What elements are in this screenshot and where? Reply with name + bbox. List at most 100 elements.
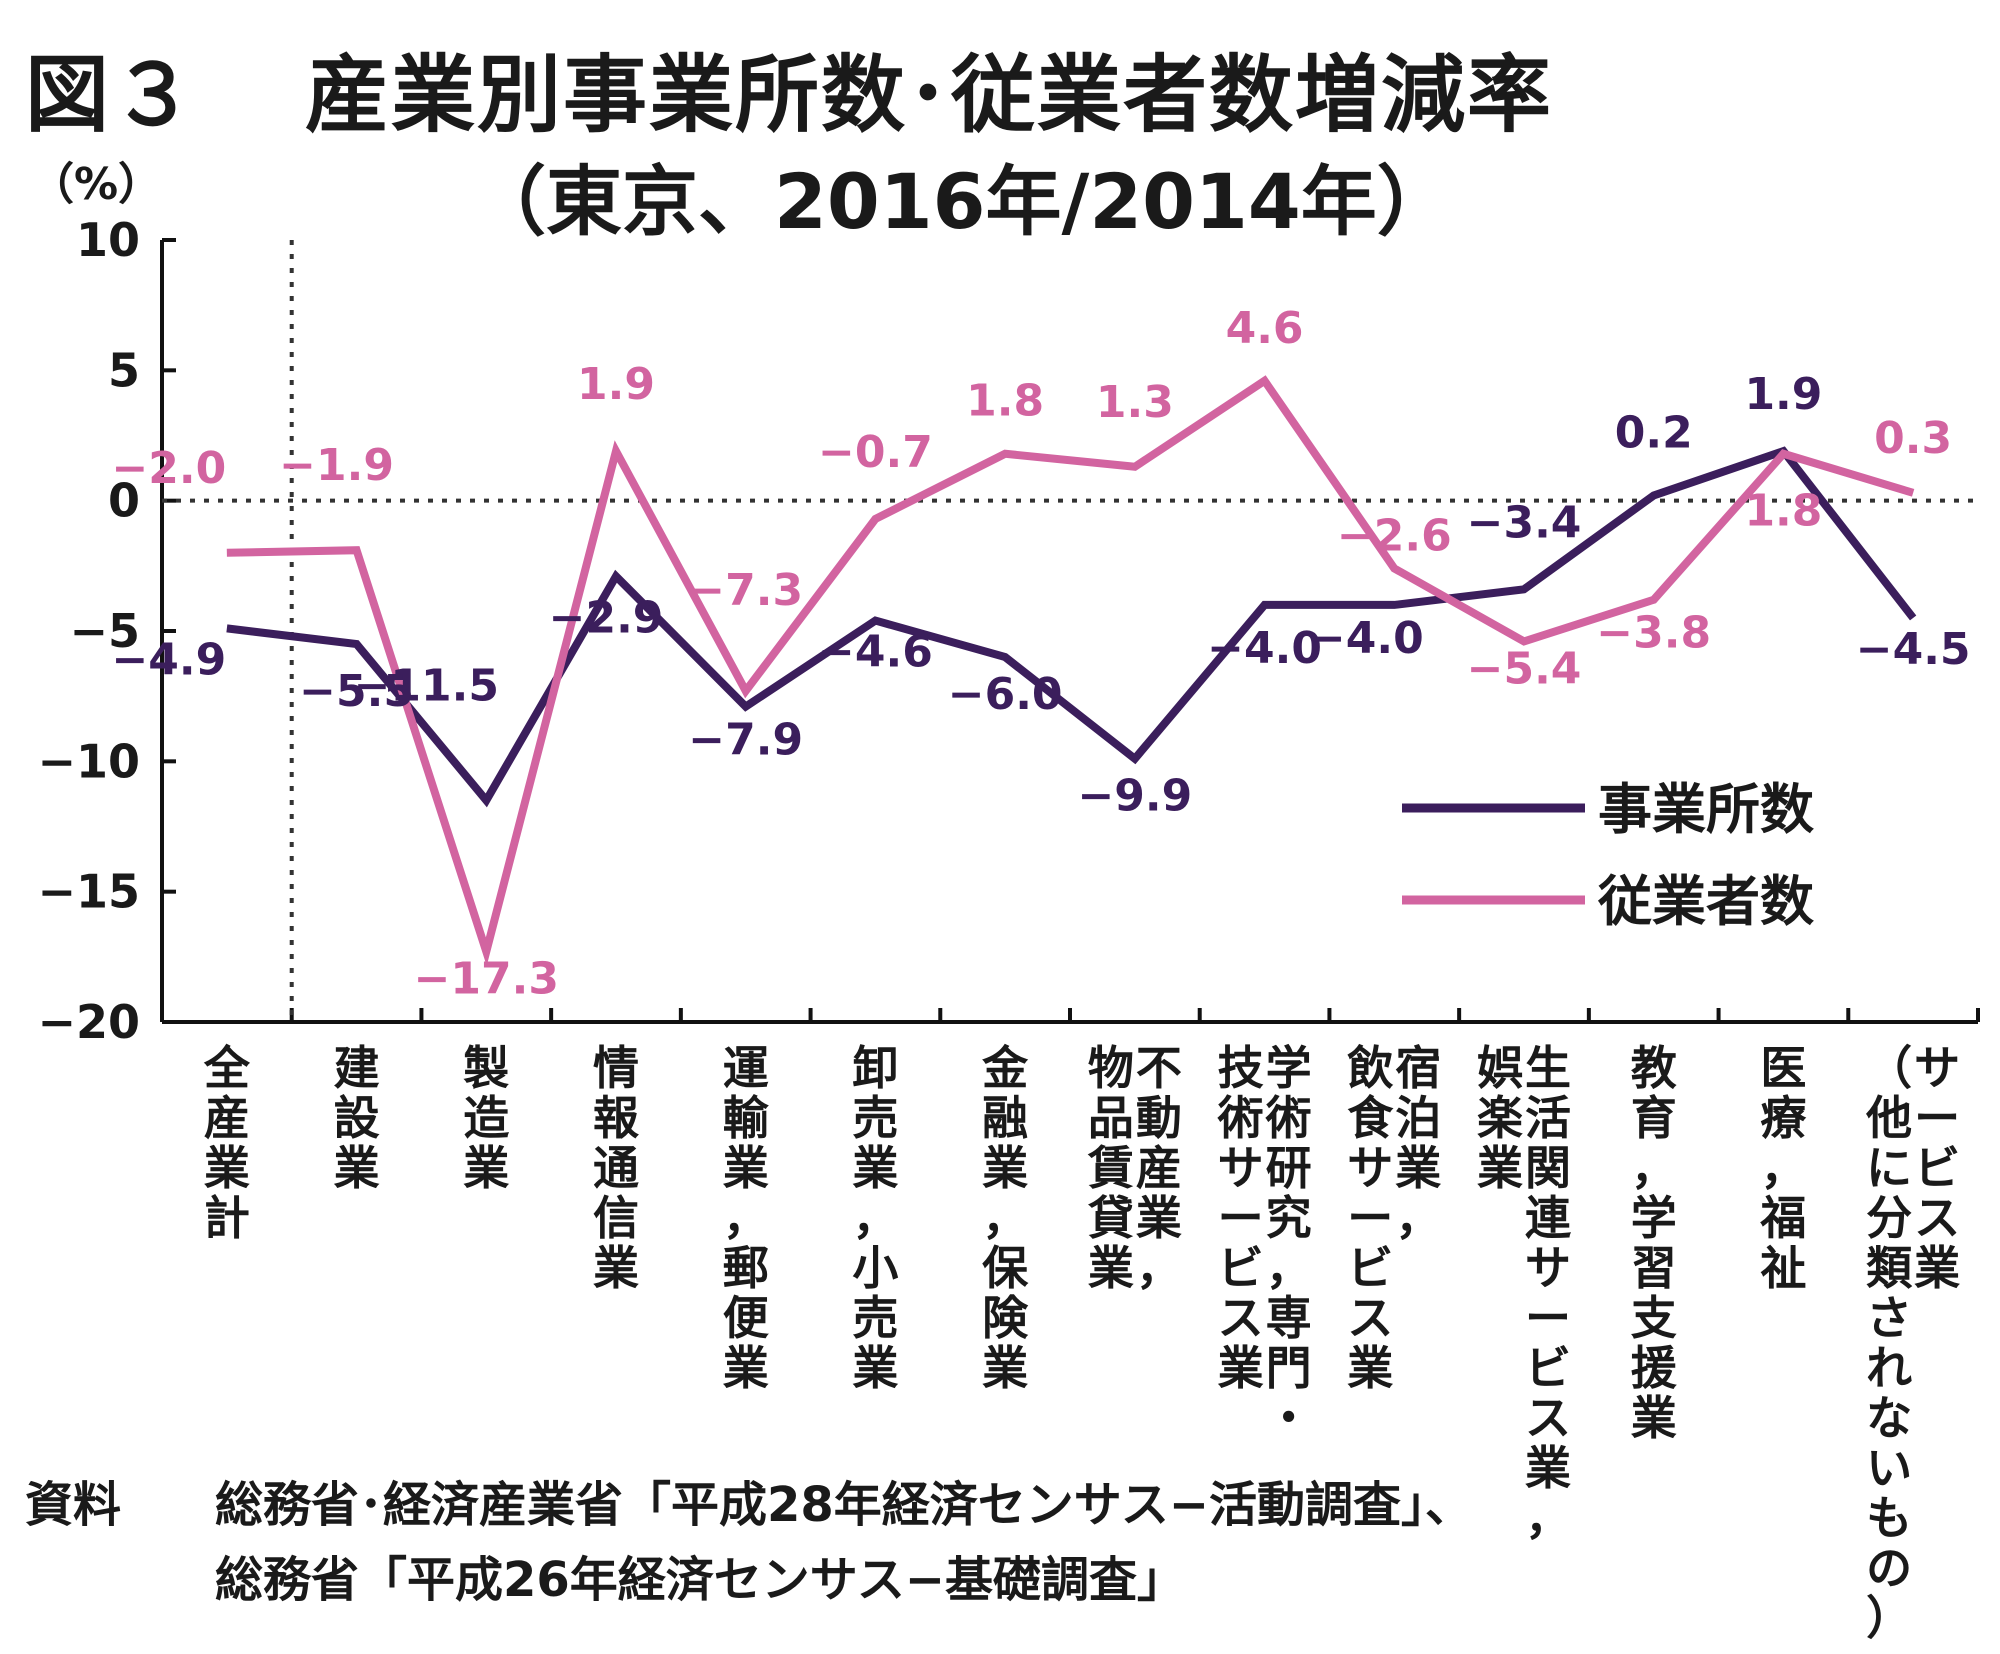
data-label: 1.8 — [1744, 486, 1822, 537]
data-label: −17.3 — [414, 954, 559, 1005]
x-category-char: ， — [1395, 1191, 1441, 1245]
x-category-char: ， — [982, 1191, 1028, 1245]
x-category-char: 売 — [852, 1091, 898, 1145]
x-category-char: 業 — [1088, 1241, 1134, 1295]
x-category-char: ス — [1914, 1191, 1960, 1245]
data-label: −3.4 — [1467, 497, 1582, 548]
data-label: −4.5 — [1856, 624, 1971, 675]
x-category-char: 貸 — [1088, 1191, 1134, 1245]
x-category-char: 業 — [1136, 1191, 1182, 1245]
x-category-char: に — [1866, 1141, 1912, 1195]
data-label: −9.9 — [1077, 771, 1192, 822]
x-category-char: 業 — [1631, 1391, 1677, 1445]
y-tick-label: 10 — [76, 213, 140, 267]
source-line-2: 総務省「平成26年経済センサス−基礎調査」 — [25, 1540, 1185, 1610]
y-axis-unit: （%） — [30, 159, 163, 210]
x-category-char: 業 — [1525, 1441, 1571, 1495]
x-category-char: い — [1866, 1441, 1912, 1495]
x-category-char: 飲 — [1347, 1041, 1394, 1095]
x-category-char: 造 — [463, 1091, 509, 1145]
x-category-char: 楽 — [1477, 1091, 1523, 1145]
x-category-char: 食 — [1347, 1091, 1394, 1145]
x-category-char: ー — [1347, 1191, 1393, 1245]
data-label: −7.3 — [688, 565, 803, 616]
x-category-char: 連 — [1525, 1191, 1572, 1245]
x-category-char: ， — [1136, 1241, 1182, 1295]
x-category-char: ス — [1525, 1391, 1571, 1445]
x-category-char: 製 — [463, 1041, 509, 1095]
x-category-char: 全 — [203, 1041, 251, 1095]
x-category-char: ビ — [1525, 1341, 1571, 1395]
x-category-char: 金 — [981, 1041, 1029, 1095]
y-tick-label: 5 — [108, 343, 140, 397]
x-category-char: 研 — [1266, 1141, 1312, 1195]
x-category-char: 類 — [1866, 1241, 1913, 1295]
x-category-char: サ — [1347, 1141, 1393, 1195]
source-text-1: 総務省･経済産業省「平成28年経済センサス−活動調査」、 — [215, 1477, 1474, 1533]
x-category-char: 究 — [1266, 1191, 1312, 1245]
x-category-char: 関 — [1525, 1141, 1571, 1195]
x-category-char: ー — [1525, 1291, 1571, 1345]
x-category-char: 卸 — [852, 1041, 898, 1095]
x-category-char: 業 — [982, 1141, 1028, 1195]
legend-label-1: 事業所数 — [1598, 778, 1814, 841]
x-category-char: 習 — [1631, 1241, 1677, 1295]
data-label: −3.8 — [1596, 608, 1711, 659]
x-category-char: 業 — [334, 1141, 380, 1195]
data-label: −2.6 — [1337, 510, 1452, 561]
x-category-char: 援 — [1631, 1341, 1678, 1395]
x-category-char: 学 — [1631, 1191, 1677, 1245]
x-category-char: 支 — [1631, 1291, 1677, 1345]
x-category-char: 動 — [1136, 1091, 1182, 1145]
data-label: −11.5 — [354, 660, 499, 711]
x-category-char: 業 — [1395, 1141, 1441, 1195]
x-category-char: 売 — [852, 1291, 898, 1345]
x-category-char: 業 — [852, 1141, 898, 1195]
x-category-char: 業 — [723, 1341, 769, 1395]
x-category-char: 業 — [593, 1241, 639, 1295]
x-category-char: 業 — [1477, 1141, 1523, 1195]
x-category-char: 報 — [593, 1091, 639, 1145]
data-label: 4.6 — [1226, 303, 1304, 354]
x-category-char: ビ — [1347, 1241, 1393, 1295]
x-category-char: 宿 — [1395, 1041, 1441, 1095]
x-category-char: ー — [1218, 1191, 1264, 1245]
x-category-char: 分 — [1866, 1191, 1912, 1245]
x-category-char: 泊 — [1395, 1091, 1441, 1145]
data-label: −5.4 — [1467, 643, 1582, 694]
x-category-char: 建 — [334, 1041, 380, 1095]
x-category-char: 祉 — [1760, 1241, 1806, 1295]
series-line-2 — [226, 375, 1915, 966]
data-label: −4.9 — [111, 634, 226, 685]
data-label: −2.9 — [549, 592, 664, 643]
data-label: 1.9 — [1744, 369, 1822, 420]
data-label: −6.0 — [948, 669, 1063, 720]
x-category-char: 保 — [982, 1241, 1029, 1295]
x-category-char: 療 — [1760, 1091, 1806, 1145]
x-category-char: サ — [1525, 1241, 1571, 1295]
x-category-char: 活 — [1525, 1091, 1571, 1145]
x-category-char: ・ — [1266, 1391, 1312, 1445]
x-category-char: ， — [1525, 1491, 1571, 1545]
x-category-char: れ — [1866, 1341, 1912, 1395]
x-category-char: ， — [1266, 1241, 1312, 1295]
x-category-char: 術 — [1265, 1091, 1312, 1145]
x-category-char: 計 — [204, 1191, 250, 1245]
y-tick-label: −10 — [37, 734, 140, 788]
x-category-char: 不 — [1136, 1041, 1182, 1095]
x-category-char: 情 — [593, 1041, 639, 1095]
data-label: 0.2 — [1615, 407, 1693, 458]
x-category-char: サ — [1218, 1141, 1264, 1195]
x-category-char: 専 — [1266, 1291, 1312, 1345]
x-category-char: 信 — [593, 1191, 639, 1245]
data-label: 1.9 — [577, 359, 655, 410]
data-label: 0.3 — [1874, 413, 1952, 464]
x-category-char: 育 — [1631, 1091, 1677, 1145]
x-category-char: 業 — [723, 1141, 769, 1195]
y-tick-label: −20 — [37, 995, 140, 1049]
x-category-char: さ — [1866, 1291, 1912, 1345]
x-category-char: も — [1866, 1491, 1912, 1545]
chart-subtitle: （東京、2016年/2014年） — [470, 157, 1453, 246]
x-category-char: 教 — [1631, 1041, 1677, 1095]
